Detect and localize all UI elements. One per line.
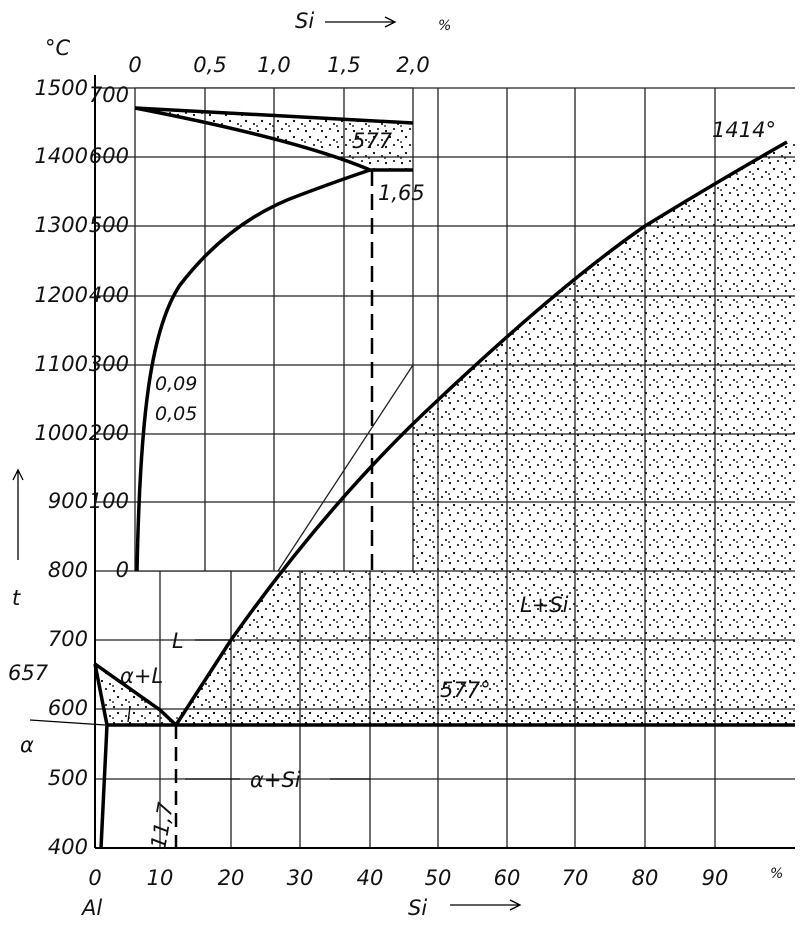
x-tick-label: 0 — [88, 866, 101, 890]
y-tick-label: 600 — [48, 696, 88, 720]
y-tick-label: 700 — [48, 627, 88, 651]
y-tick-label: 900 — [48, 489, 88, 513]
annotation: 1414° — [712, 118, 776, 142]
inset-eutectic: 577 — [352, 129, 393, 153]
inset-y-tick-label: 300 — [89, 352, 129, 376]
y-tick-label: 1300 — [35, 213, 88, 237]
inset-y-tick-label: 700 — [89, 83, 129, 107]
x-tick-label: 30 — [287, 866, 314, 890]
inset-y-tick-label: 500 — [89, 213, 129, 237]
inset-x-tick-label: 1,5 — [327, 53, 360, 77]
x-tick-label: 20 — [218, 866, 245, 890]
region-label: L+Si — [520, 593, 569, 617]
x-tick-label: 90 — [702, 866, 729, 890]
inset-y-tick-label: 200 — [89, 421, 129, 445]
x-tick-label: 80 — [632, 866, 659, 890]
y-label: t — [12, 586, 21, 610]
inset — [134, 87, 414, 572]
solubility-label: 0,09 — [155, 373, 197, 395]
x-tick-label: 70 — [562, 866, 589, 890]
inset-x-tick-label: 1,0 — [257, 53, 290, 77]
region-label: α+Si — [250, 768, 301, 792]
inset-y-tick-label: 0 — [116, 558, 129, 582]
phase-lines — [29, 140, 795, 849]
region-label: α — [20, 733, 34, 757]
y-unit: °C — [45, 36, 71, 60]
y-tick-label: 800 — [48, 558, 88, 582]
x-unit: % — [770, 866, 783, 882]
y-tick-label: 400 — [48, 835, 88, 859]
x-tick-label: 40 — [357, 866, 384, 890]
inset-y-tick-label: 400 — [89, 283, 129, 307]
axes — [94, 75, 795, 849]
inset-y-tick-label: 100 — [89, 489, 129, 513]
annotation: 657 — [8, 661, 49, 685]
arrows — [12, 16, 522, 911]
inset-limit: 1,65 — [378, 181, 425, 205]
y-tick-label: 500 — [48, 766, 88, 790]
inset-x-label: Si — [295, 9, 314, 33]
inset-x-tick-label: 0 — [128, 53, 141, 77]
annotation: 577° — [440, 678, 491, 702]
x-tick-label: 60 — [494, 866, 521, 890]
y-tick-label: 1200 — [35, 283, 88, 307]
region-label: L — [172, 629, 184, 653]
y-tick-label: 1400 — [35, 144, 88, 168]
region-label: α+L — [120, 664, 163, 688]
x-tick-label: 10 — [147, 866, 174, 890]
y-tick-label: 1000 — [35, 421, 88, 445]
inset-y-tick-label: 600 — [89, 144, 129, 168]
x-origin-label: Al — [80, 896, 102, 920]
x-label: Si — [408, 896, 427, 920]
annotation: 11,7 — [146, 800, 178, 851]
y-tick-label: 1500 — [35, 76, 88, 100]
y-tick-label: 1100 — [35, 352, 88, 376]
solubility-label: 0,05 — [155, 403, 197, 425]
x-tick-label: 50 — [425, 866, 452, 890]
inset-x-tick-label: 0,5 — [193, 53, 226, 77]
inset-x-tick-label: 2,0 — [396, 53, 429, 77]
inset-x-unit: % — [438, 18, 451, 34]
